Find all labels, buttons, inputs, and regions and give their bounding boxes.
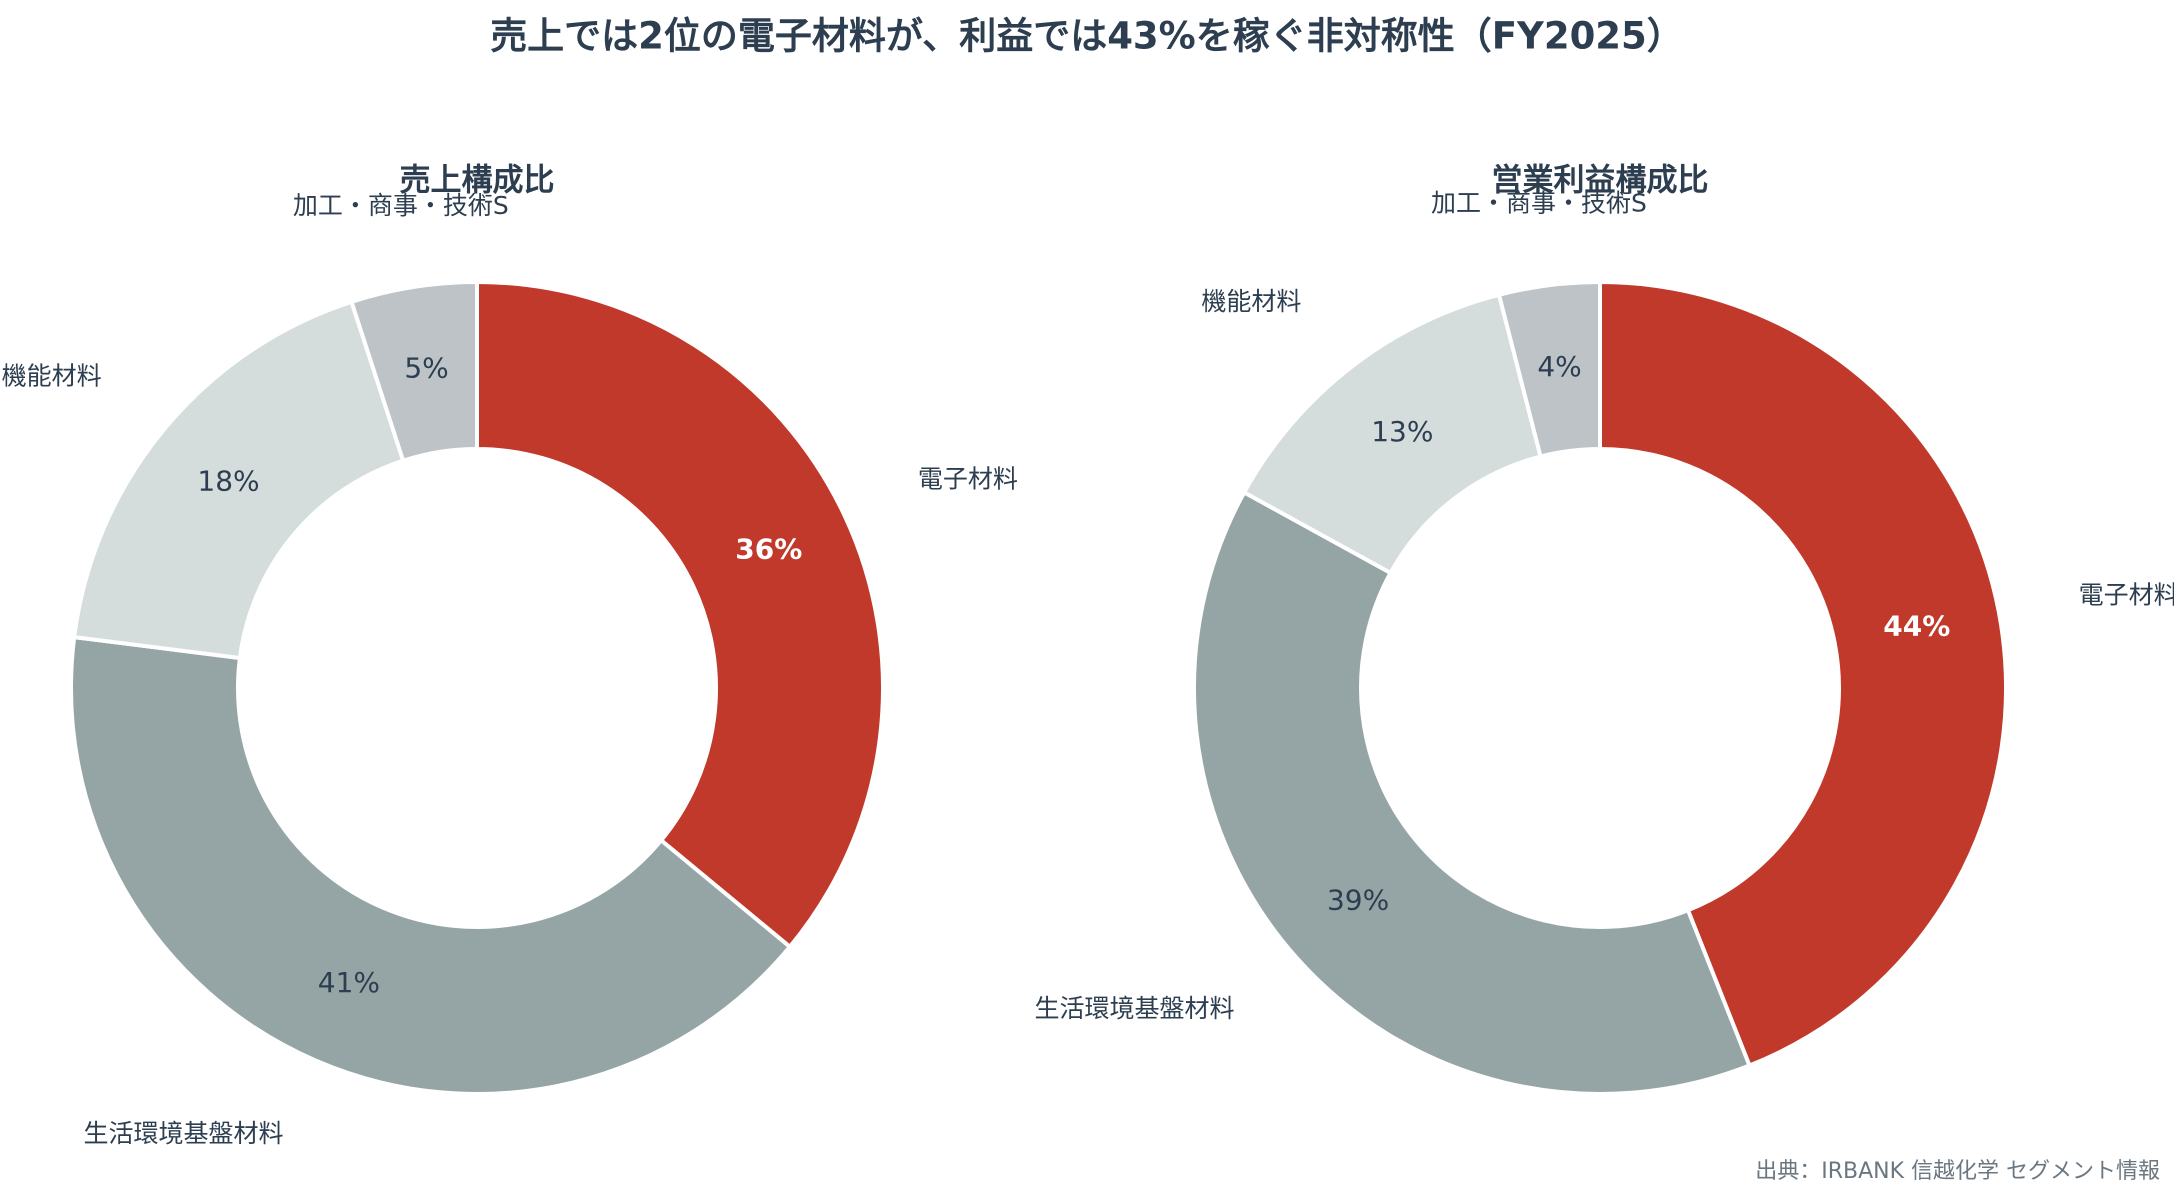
category-label: 加工・商事・技術S (1431, 189, 1647, 218)
category-label: 電子材料 (918, 465, 1018, 494)
chart-title: 営業利益構成比 (1492, 163, 1709, 199)
donut-slice (1192, 489, 1753, 1096)
category-label: 電子材料 (2079, 581, 2174, 610)
donut-slice (349, 279, 479, 464)
donut-slice (1496, 279, 1602, 459)
value-label: 5% (404, 351, 448, 384)
value-label: 39% (1327, 883, 1389, 916)
donut-slice (69, 634, 793, 1096)
value-label: 36% (735, 533, 802, 566)
category-label: 生活環境基盤材料 (83, 1119, 283, 1148)
value-label: 13% (1371, 415, 1433, 448)
chart-title: 売上構成比 (400, 163, 555, 199)
category-label: 加工・商事・技術S (293, 191, 509, 220)
category-label: 機能材料 (1201, 287, 1301, 316)
value-label: 41% (318, 966, 380, 999)
value-label: 4% (1537, 350, 1581, 383)
value-label: 44% (1883, 610, 1950, 643)
donut-slice (71, 299, 406, 661)
page-title: 売上では2位の電子材料が、利益では43%を稼ぐ非対称性（FY2025） (490, 15, 1684, 58)
category-label: 生活環境基盤材料 (1035, 994, 1235, 1023)
category-label: 機能材料 (2, 361, 102, 390)
value-label: 18% (197, 464, 259, 497)
donut-slice (1598, 279, 2009, 1069)
donut-slice (475, 279, 885, 950)
source-note: 出典：IRBANK 信越化学 セグメント情報 (1755, 1159, 2160, 1184)
